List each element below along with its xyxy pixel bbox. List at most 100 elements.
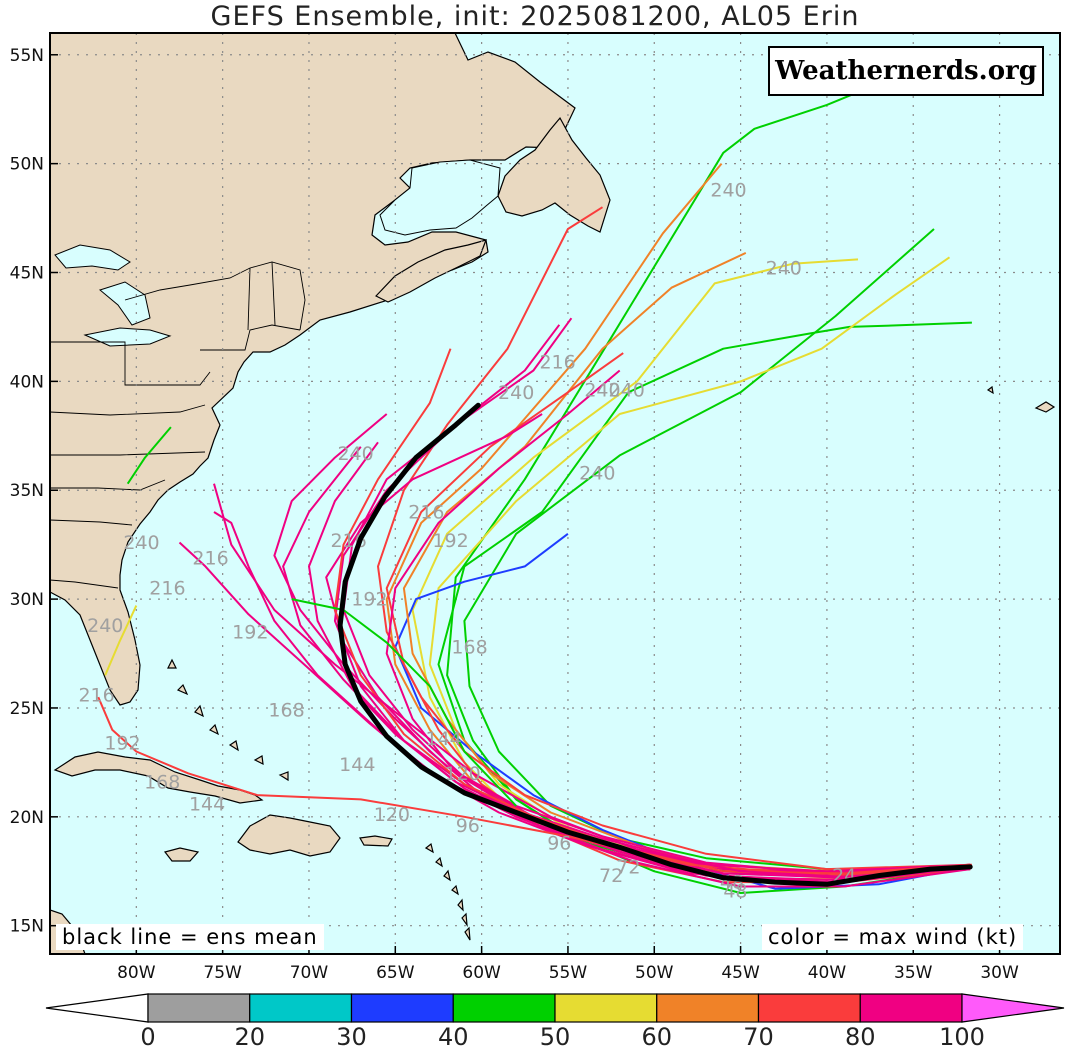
forecast-hour-label: 72 [599, 865, 623, 887]
lat-tick-label: 35N [10, 481, 44, 501]
forecast-hour-label: 240 [710, 179, 746, 201]
lat-tick-label: 30N [10, 590, 44, 610]
state-borders [50, 261, 306, 589]
bahamas [167, 658, 289, 782]
lon-tick-label: 75W [203, 963, 242, 983]
colorbar-bin [249, 993, 353, 1023]
axis-ticks: 80W 75W 70W 65W 60W 55W 50W 45W 40W 35W 30W 55N 50N 4… [10, 46, 1019, 983]
lake-superior [54, 244, 131, 271]
forecast-hour-label: 216 [408, 502, 444, 524]
lesser-antilles [424, 842, 471, 941]
lon-tick-label: 55W [549, 963, 588, 983]
colorbar-bin [757, 993, 861, 1023]
member-track [446, 77, 973, 894]
lon-tick-label: 40W [808, 963, 847, 983]
mean-track-note: black line = ens mean [56, 924, 324, 950]
forecast-hour-label: 216 [149, 578, 185, 600]
member-track [325, 413, 971, 888]
lake-ontario-erie [83, 327, 172, 347]
colorbar-label: 0 [140, 1023, 155, 1051]
member-track [104, 605, 138, 676]
forecast-hour-label: 120 [444, 763, 480, 785]
lon-tick-label: 65W [376, 963, 415, 983]
lat-tick-label: 45N [10, 264, 44, 284]
lon-tick-label: 45W [721, 963, 760, 983]
lon-tick-label: 80W [117, 963, 156, 983]
color-legend-note: color = max wind (kt) [762, 924, 1024, 950]
colorbar-bin [147, 993, 251, 1023]
forecast-hour-label: 192 [351, 589, 387, 611]
map-title: GEFS Ensemble, init: 2025081200, AL05 Er… [210, 1, 860, 32]
colorbar-label: 30 [336, 1023, 367, 1051]
wind-colorbar: 0 20 30 40 50 60 70 80 100 [45, 993, 1065, 1051]
forecast-hour-label: 240 [766, 258, 802, 280]
lat-tick-label: 25N [10, 699, 44, 719]
newfoundland [497, 116, 611, 233]
member-track [273, 413, 971, 875]
colorbar-label: 50 [540, 1023, 571, 1051]
forecast-hour-label: 240 [123, 532, 159, 554]
colorbar-bin [554, 993, 658, 1023]
forecast-hour-label: 96 [547, 832, 571, 854]
land [50, 33, 1056, 954]
forecast-hour-label: 192 [432, 530, 468, 552]
colorbar-label: 60 [641, 1023, 672, 1051]
nova-scotia [375, 239, 487, 303]
member-track [213, 483, 971, 879]
lon-tick-label: 50W [635, 963, 674, 983]
forecast-hour-label: 192 [104, 732, 140, 754]
colorbar-underflow [45, 993, 149, 1023]
ensemble-mean-track [337, 402, 973, 887]
forecast-hour-label: 240 [87, 615, 123, 637]
great-lakes [54, 159, 501, 347]
forecast-hour-label: 240 [579, 462, 615, 484]
lat-tick-label: 50N [10, 155, 44, 175]
forecast-hour-label: 216 [192, 547, 228, 569]
lat-tick-label: 20N [10, 808, 44, 828]
small-islands-east [986, 385, 1056, 413]
lake-huron [98, 281, 151, 326]
colorbar-bin [350, 993, 454, 1023]
colorbar-label: 70 [743, 1023, 774, 1051]
puerto-rico [359, 835, 393, 847]
plot-frame [49, 32, 1061, 955]
forecast-hour-label: 216 [539, 351, 575, 373]
colorbar-label: 80 [845, 1023, 876, 1051]
forecast-hour-label: 192 [232, 621, 268, 643]
forecast-hour-label: 168 [451, 637, 487, 659]
forecast-hour-label: 240 [498, 382, 534, 404]
gulf-of-st-lawrence [379, 159, 501, 236]
lon-tick-label: 35W [894, 963, 933, 983]
colorbar-label: 40 [438, 1023, 469, 1051]
colorbar-label: 20 [234, 1023, 265, 1051]
member-track [463, 228, 971, 871]
forecast-hour-label: 144 [426, 728, 462, 750]
member-track [97, 696, 971, 877]
credit-box: Weathernerds.org [768, 46, 1044, 96]
colorbar-bin [656, 993, 760, 1023]
colorbar-label: 100 [939, 1023, 985, 1051]
lat-tick-label: 55N [10, 46, 44, 66]
forecast-hour-label: 120 [374, 804, 410, 826]
forecast-hour-label: 168 [144, 772, 180, 794]
member-track [333, 348, 971, 875]
lon-tick-label: 30W [980, 963, 1019, 983]
lat-tick-label: 40N [10, 372, 44, 392]
forecast-hour-label: 48 [723, 880, 747, 902]
forecast-hour-label: 96 [456, 815, 480, 837]
forecast-hour-label: 72 [616, 856, 640, 878]
forecast-hour-label: 168 [268, 700, 304, 722]
colorbar-bin [859, 993, 963, 1023]
cuba [53, 751, 264, 804]
forecast-hour-label: 240 [609, 380, 645, 402]
jamaica [163, 847, 200, 862]
mean-track-line [337, 402, 973, 887]
member-track [291, 598, 517, 807]
forecast-hour-label: 144 [339, 754, 375, 776]
forecast-hour-label: 240 [337, 443, 373, 465]
hispaniola [237, 814, 341, 857]
lon-tick-label: 60W [462, 963, 501, 983]
member-track [126, 426, 172, 485]
